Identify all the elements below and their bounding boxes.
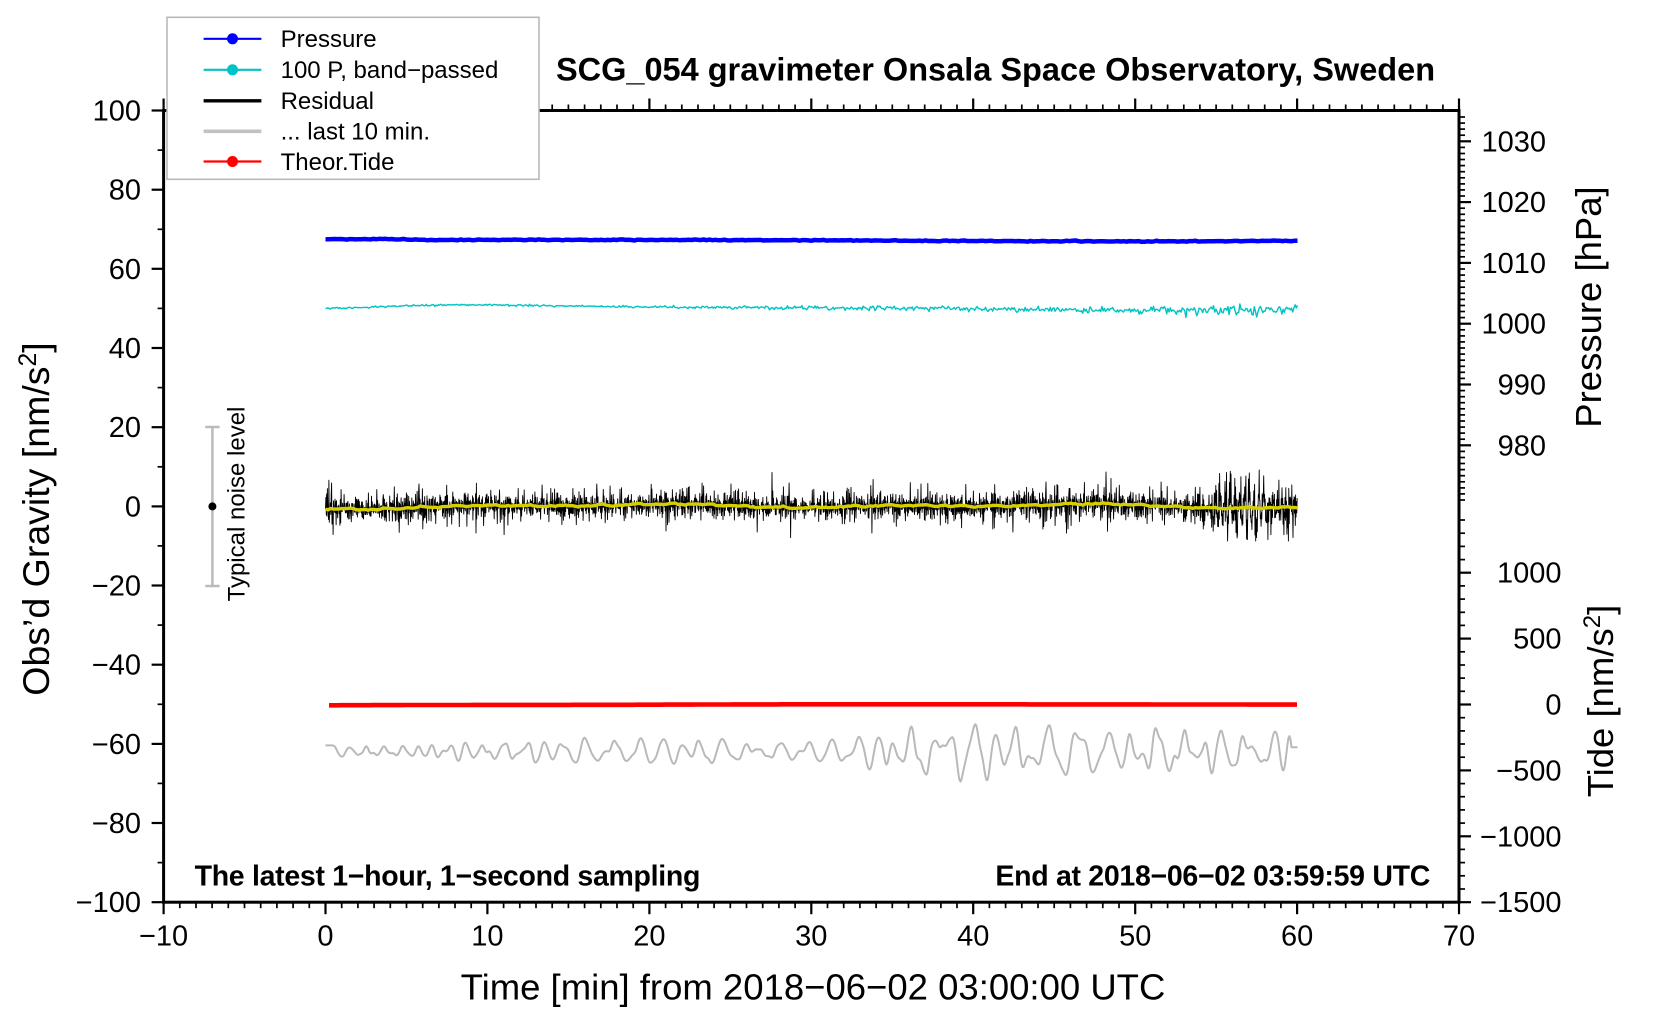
svg-text:−80: −80 [92,808,141,840]
svg-text:500: 500 [1513,624,1561,656]
svg-text:980: 980 [1498,430,1546,462]
svg-text:0: 0 [317,921,333,953]
svg-text:−40: −40 [92,650,141,682]
svg-text:20: 20 [109,412,141,444]
svg-text:990: 990 [1498,370,1546,402]
svg-text:1030: 1030 [1481,126,1546,158]
svg-text:30: 30 [795,921,827,953]
svg-text:80: 80 [109,175,141,207]
svg-text:SCG_054 gravimeter Onsala Spac: SCG_054 gravimeter Onsala Space Observat… [556,52,1435,88]
svg-text:−500: −500 [1496,755,1561,787]
svg-text:... last 10 min.: ... last 10 min. [281,119,430,146]
svg-text:0: 0 [125,491,141,523]
svg-text:Residual: Residual [281,88,374,115]
svg-text:−10: −10 [139,921,188,953]
svg-text:10: 10 [471,921,503,953]
svg-text:20: 20 [633,921,665,953]
svg-text:Obs’d Gravity [nm/s2]: Obs’d Gravity [nm/s2] [15,342,57,695]
svg-text:60: 60 [109,254,141,286]
svg-text:End at 2018−06−02 03:59:59 UTC: End at 2018−06−02 03:59:59 UTC [995,861,1430,893]
svg-text:1020: 1020 [1481,187,1546,219]
svg-text:0: 0 [1545,690,1561,722]
svg-text:1000: 1000 [1481,309,1546,341]
svg-text:60: 60 [1281,921,1313,953]
svg-text:100 P, band−passed: 100 P, band−passed [281,57,499,84]
svg-text:1000: 1000 [1497,558,1562,590]
svg-text:Pressure: Pressure [281,26,377,53]
svg-text:−60: −60 [92,729,141,761]
svg-text:70: 70 [1443,921,1475,953]
svg-text:Pressure [hPa]: Pressure [hPa] [1568,186,1609,427]
svg-text:50: 50 [1119,921,1151,953]
svg-text:The latest 1−hour, 1−second sa: The latest 1−hour, 1−second sampling [195,861,701,893]
svg-text:−1500: −1500 [1480,887,1561,919]
svg-text:40: 40 [957,921,989,953]
svg-text:−100: −100 [76,887,141,919]
svg-text:Time [min] from 2018−06−02 03:: Time [min] from 2018−06−02 03:00:00 UTC [461,967,1166,1008]
svg-text:Tide [nm/s2]: Tide [nm/s2] [1579,605,1621,798]
svg-text:Typical noise level: Typical noise level [224,407,251,602]
svg-text:40: 40 [109,333,141,365]
svg-text:Theor.Tide: Theor.Tide [281,149,395,176]
svg-text:−20: −20 [92,571,141,603]
svg-text:1010: 1010 [1481,248,1546,280]
svg-text:100: 100 [93,96,141,128]
svg-text:−1000: −1000 [1480,821,1561,853]
